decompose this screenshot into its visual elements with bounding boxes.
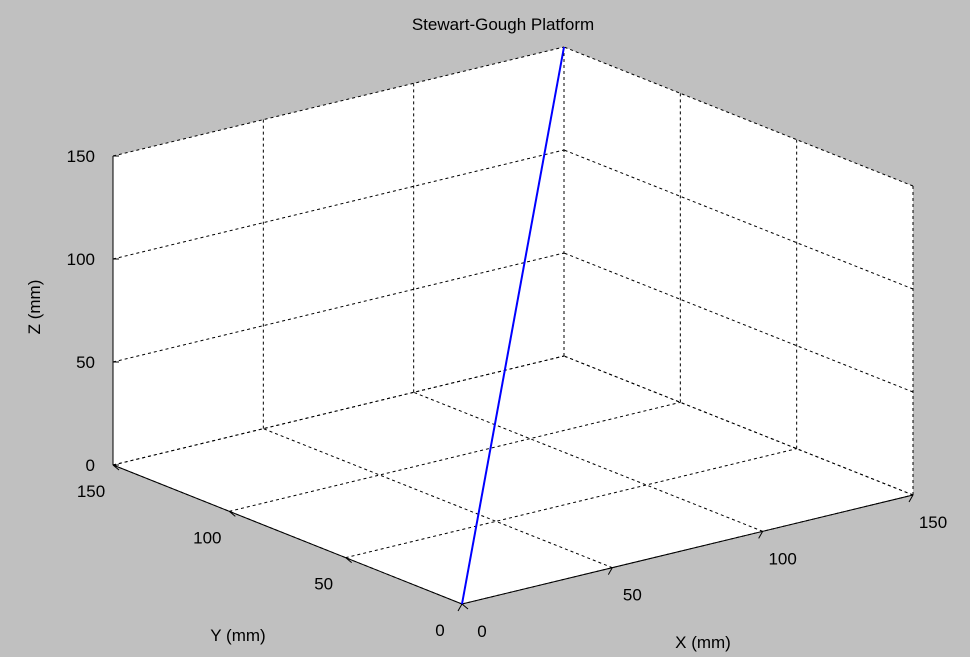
grid-line-right-z	[563, 46, 914, 187]
grid-line-back-z	[112, 252, 565, 363]
back-wall-pane	[113, 47, 564, 465]
x-tick-label: 150	[919, 513, 947, 532]
grid-line-floor-y	[229, 401, 681, 512]
y-axis-label: Y (mm)	[210, 626, 265, 645]
series-line-0	[461, 46, 565, 605]
chart-title: Stewart-Gough Platform	[412, 15, 594, 34]
z-tick-label: 150	[67, 147, 95, 166]
axes-panes	[113, 47, 913, 604]
grid-line-floor-y	[345, 448, 797, 559]
grid-line-back-z	[112, 355, 565, 466]
x-axis-label: X (mm)	[675, 633, 731, 652]
axis-lines	[112, 155, 914, 612]
grid-line-right-z	[563, 252, 914, 393]
x-tick-mark	[908, 494, 914, 503]
grid-line-back-z	[112, 46, 565, 157]
series-group	[461, 46, 565, 605]
y-tick-mark	[345, 557, 352, 564]
tick-labels: 0 50 100 150 0 50 100 150 0 50 100 150	[67, 147, 948, 641]
y-tick-mark	[461, 603, 469, 610]
right-wall-pane	[564, 47, 913, 495]
y-tick-mark	[229, 510, 236, 517]
z-tick-label: 0	[86, 456, 95, 475]
grid-line-right-z	[563, 149, 914, 290]
x-axis-line	[461, 494, 914, 605]
z-tick-label: 50	[76, 353, 95, 372]
y-tick-label: 150	[77, 482, 105, 501]
grid-line-floor-x	[413, 391, 763, 532]
grid-line-floor-x	[263, 428, 613, 569]
y-tick-label: 0	[435, 621, 444, 640]
z-axis-label: Z (mm)	[25, 280, 44, 335]
grid-line-back-z	[112, 149, 565, 260]
z-tick-label: 100	[67, 250, 95, 269]
x-tick-mark	[607, 567, 613, 575]
x-tick-mark	[457, 603, 463, 612]
x-tick-label: 50	[623, 586, 642, 605]
x-tick-label: 0	[477, 622, 486, 641]
floor-pane	[113, 356, 913, 604]
grid-line-right-z	[563, 355, 914, 496]
y-tick-label: 50	[314, 575, 333, 594]
x-tick-label: 100	[768, 549, 796, 568]
y-axis-line	[112, 464, 463, 605]
y-tick-mark	[112, 464, 120, 471]
x-tick-mark	[758, 531, 764, 539]
y-tick-label: 100	[193, 528, 221, 547]
